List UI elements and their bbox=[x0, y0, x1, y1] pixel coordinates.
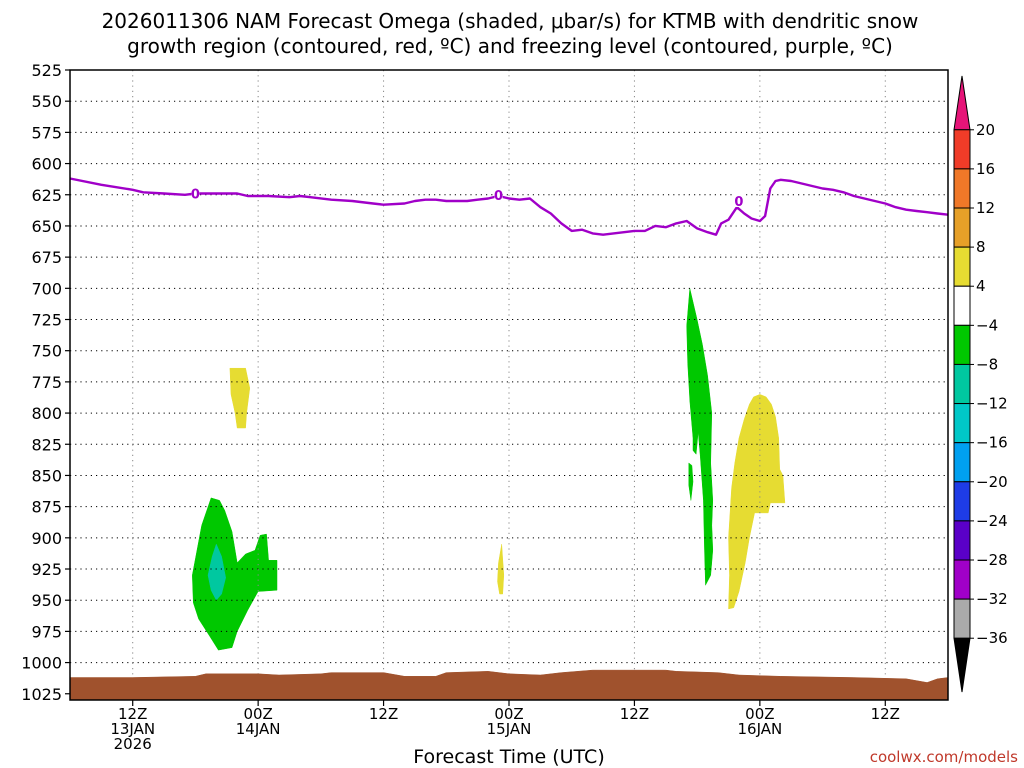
colorbar-bin-8 bbox=[953, 403, 971, 444]
y-tick-label-1000: 1000 bbox=[21, 654, 62, 673]
colorbar-label-3: 12 bbox=[976, 199, 995, 217]
freezing-level-label-3: 0 bbox=[734, 195, 743, 210]
colorbar-bin-2 bbox=[953, 168, 971, 209]
y-tick-label-900: 900 bbox=[31, 529, 62, 548]
site-credit[interactable]: coolwx.com/models bbox=[870, 748, 1018, 766]
freezing-level-label-2: 0 bbox=[494, 189, 503, 204]
omega-shading-layer bbox=[192, 288, 786, 651]
chart-title-line-1: 2026011306 NAM Forecast Omega (shaded, μ… bbox=[102, 9, 919, 33]
y-tick-label-750: 750 bbox=[31, 342, 62, 361]
freezing-level-label-1: 0 bbox=[191, 188, 200, 203]
omega-region-6 bbox=[688, 462, 694, 501]
colorbar-label-6: −4 bbox=[976, 316, 998, 334]
colorbar-bin-3 bbox=[953, 207, 971, 248]
omega-region-2 bbox=[192, 497, 278, 651]
y-tick-label-525: 525 bbox=[31, 61, 62, 80]
x-tick-label-42-2: 15JAN bbox=[487, 720, 532, 738]
y-tick-label-950: 950 bbox=[31, 591, 62, 610]
x-tick-label-42-1: 00Z bbox=[494, 705, 523, 723]
freezing-level-layer: 0 0 0 bbox=[69, 177, 949, 236]
omega-region-4 bbox=[497, 544, 505, 595]
y-tick-label-775: 775 bbox=[31, 373, 62, 392]
colorbar-bin-6 bbox=[953, 324, 971, 365]
y-tick-label-1025: 1025 bbox=[21, 685, 62, 704]
colorbar-bottom-triangle bbox=[953, 637, 971, 693]
colorbar-label-9: −16 bbox=[976, 434, 1008, 452]
terrain-layer bbox=[69, 669, 949, 701]
colorbar-bin-13 bbox=[953, 598, 971, 639]
colorbar: 20 16 12 8 4 −4 −8 −12 −16 −20 −24 −28 −32 −36 bbox=[953, 75, 1008, 693]
y-tick-label-650: 650 bbox=[31, 217, 62, 236]
x-tick-label-78-1: 12Z bbox=[871, 705, 900, 723]
colorbar-bin-10 bbox=[953, 481, 971, 522]
x-tick-label-6-3: 2026 bbox=[114, 735, 152, 753]
x-tick-label-18-1: 00Z bbox=[243, 705, 272, 723]
freezing-level-line bbox=[69, 177, 949, 236]
y-tick-label-675: 675 bbox=[31, 248, 62, 267]
colorbar-bin-7 bbox=[953, 363, 971, 405]
y-axis: 525 550 575 600 625 650 675 700 725 750 775 800 825 8… bbox=[21, 61, 70, 704]
colorbar-bin-4 bbox=[953, 246, 971, 287]
omega-region-7 bbox=[728, 394, 786, 610]
colorbar-bin-12 bbox=[953, 559, 971, 600]
colorbar-label-5: 4 bbox=[976, 277, 986, 295]
colorbar-bin-1 bbox=[953, 129, 971, 170]
y-tick-label-725: 725 bbox=[31, 311, 62, 330]
omega-region-5 bbox=[686, 288, 714, 587]
y-tick-label-850: 850 bbox=[31, 466, 62, 485]
chart-title-line-2: growth region (contoured, red, ºC) and f… bbox=[127, 34, 893, 58]
omega-region-1 bbox=[229, 367, 251, 429]
colorbar-label-2: 16 bbox=[976, 160, 995, 178]
y-tick-label-600: 600 bbox=[31, 155, 62, 174]
x-tick-label-18-2: 14JAN bbox=[236, 720, 281, 738]
x-tick-label-66-2: 16JAN bbox=[737, 720, 782, 738]
colorbar-label-11: −24 bbox=[976, 512, 1008, 530]
y-tick-label-700: 700 bbox=[31, 279, 62, 298]
colorbar-label-12: −28 bbox=[976, 551, 1008, 569]
y-tick-label-925: 925 bbox=[31, 560, 62, 579]
colorbar-label-8: −12 bbox=[976, 395, 1008, 413]
omega-region-3 bbox=[207, 543, 226, 601]
x-tick-label-6-1: 12Z bbox=[118, 705, 147, 723]
colorbar-top-triangle bbox=[953, 75, 971, 131]
x-axis-label: Forecast Time (UTC) bbox=[413, 746, 604, 768]
y-tick-label-575: 575 bbox=[31, 123, 62, 142]
colorbar-label-13: −32 bbox=[976, 590, 1008, 608]
colorbar-label-1: 20 bbox=[976, 121, 995, 139]
colorbar-label-4: 8 bbox=[976, 238, 986, 256]
x-tick-label-66-1: 00Z bbox=[745, 705, 774, 723]
colorbar-label-7: −8 bbox=[976, 355, 998, 373]
colorbar-bin-5 bbox=[953, 285, 971, 326]
colorbar-bin-11 bbox=[953, 520, 971, 561]
gridlines bbox=[70, 69, 948, 700]
freezing-label-bg-1 bbox=[191, 186, 200, 200]
x-tick-label-54-1: 12Z bbox=[620, 705, 649, 723]
y-tick-label-625: 625 bbox=[31, 186, 62, 205]
colorbar-label-10: −20 bbox=[976, 473, 1008, 491]
y-tick-label-550: 550 bbox=[31, 92, 62, 111]
x-tick-label-6-2: 13JAN bbox=[110, 720, 155, 738]
y-tick-label-875: 875 bbox=[31, 498, 62, 517]
terrain-surface bbox=[69, 669, 949, 701]
y-tick-label-975: 975 bbox=[31, 622, 62, 641]
y-tick-label-825: 825 bbox=[31, 435, 62, 454]
colorbar-bin-9 bbox=[953, 442, 971, 483]
x-tick-label-30-1: 12Z bbox=[369, 705, 398, 723]
freezing-label-bg-3 bbox=[734, 193, 743, 207]
colorbar-label-14: −36 bbox=[976, 629, 1008, 647]
freezing-label-bg-2 bbox=[494, 187, 503, 201]
y-tick-label-800: 800 bbox=[31, 404, 62, 423]
